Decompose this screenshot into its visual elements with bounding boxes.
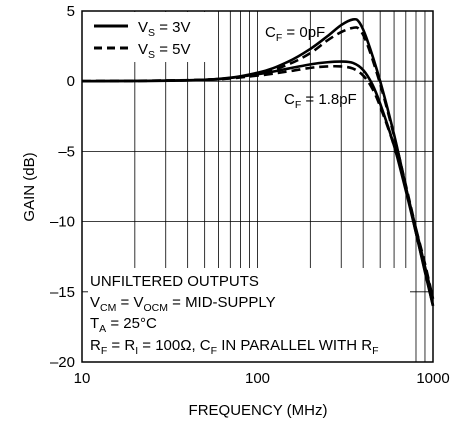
legend-mask — [88, 12, 215, 62]
x-axis-title: FREQUENCY (MHz) — [189, 402, 328, 419]
y-tick-label: 5 — [67, 3, 75, 20]
y-tick-label: –20 — [50, 354, 75, 371]
x-tick-label: 1000 — [416, 370, 449, 387]
curves — [81, 17, 435, 307]
y-tick-label: –5 — [58, 143, 75, 160]
y-tick-label: –10 — [50, 214, 75, 231]
note-line-4: RF = RI = 100Ω, CF IN PARALLEL WITH RF — [90, 337, 379, 357]
plot-frame — [81, 10, 434, 363]
annotation-cf-0pf: CF = 0pF — [265, 24, 325, 44]
conditions-note: UNFILTERED OUTPUTS VCM = VOCM = MID-SUPP… — [90, 273, 379, 357]
legend-entry-vs5: VS = 5V — [138, 41, 190, 61]
y-axis-title: GAIN (dB) — [21, 152, 38, 221]
series-line-2 — [81, 26, 435, 300]
legend-entry-vs3: VS = 3V — [138, 19, 190, 39]
series-line-4 — [81, 64, 435, 300]
y-tick-label: 0 — [67, 73, 75, 90]
x-tick-label: 10 — [74, 370, 91, 387]
x-tick-label: 100 — [245, 370, 270, 387]
y-tick-label: –15 — [50, 284, 75, 301]
note-line-2: VCM = VOCM = MID-SUPPLY — [90, 294, 276, 314]
legend: VS = 3V VS = 5V — [94, 19, 190, 61]
annotation-cf-1-8pf: CF = 1.8pF — [284, 91, 357, 111]
note-mask — [88, 268, 410, 364]
note-line-3: TA = 25°C — [90, 315, 157, 335]
note-line-1: UNFILTERED OUTPUTS — [90, 273, 259, 290]
